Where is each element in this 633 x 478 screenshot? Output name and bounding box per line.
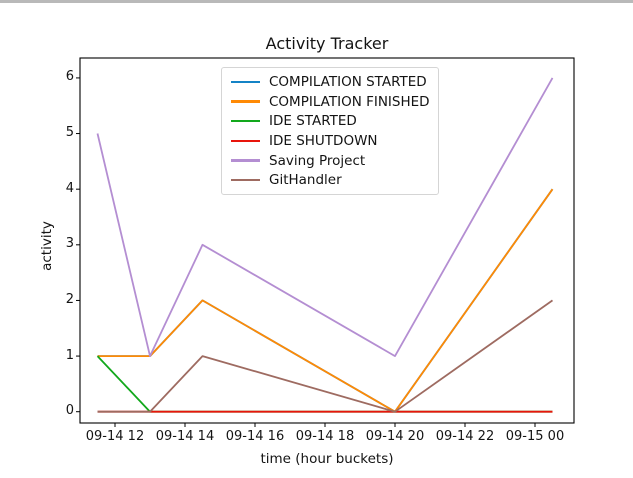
- series-lines: [96, 77, 554, 413]
- x-tick-label: 09-14 22: [435, 429, 495, 444]
- x-tick-label: 09-14 16: [225, 429, 285, 444]
- legend-label: COMPILATION FINISHED: [269, 93, 430, 110]
- legend-label: IDE STARTED: [269, 113, 357, 130]
- y-tick-label: 1: [65, 347, 74, 363]
- y-tick-label: 3: [65, 236, 74, 252]
- legend-line-swatch-icon: [231, 119, 260, 123]
- x-tick-label: 09-14 12: [85, 429, 145, 444]
- window-top-border: [0, 0, 633, 3]
- x-tick-label: 09-14 14: [155, 429, 215, 444]
- y-tick-label: 0: [65, 403, 74, 419]
- legend-entry-ide-started: IDE STARTED: [222, 111, 438, 131]
- legend-entry-compilation-started: COMPILATION STARTED: [222, 72, 438, 92]
- legend-entry-githandler: GitHandler: [222, 170, 438, 190]
- legend-label: IDE SHUTDOWN: [269, 132, 378, 149]
- series-line-saving-project: [96, 77, 554, 358]
- x-tick-label: 09-14 18: [295, 429, 355, 444]
- legend-label: GitHandler: [269, 172, 342, 189]
- x-tick-label: 09-14 20: [365, 429, 425, 444]
- legend-line-swatch-icon: [231, 80, 260, 84]
- y-tick-label: 5: [65, 125, 74, 141]
- series-line-ide-started: [96, 355, 553, 413]
- x-tick-label: 09-15 00: [505, 429, 565, 444]
- legend-label: COMPILATION STARTED: [269, 73, 427, 90]
- series-line-compilation-finished: [97, 188, 554, 413]
- legend-line-swatch-icon: [231, 100, 260, 103]
- chart-title: Activity Tracker: [265, 34, 389, 53]
- y-tick-label: 2: [65, 291, 74, 307]
- axes-spines: [79, 57, 575, 424]
- legend-entry-saving-project: Saving Project: [222, 151, 438, 171]
- legend-box: COMPILATION STARTED COMPILATION FINISHED I…: [221, 67, 439, 195]
- legend-label: Saving Project: [269, 152, 366, 169]
- series-line-githandler: [97, 299, 554, 413]
- series-line-compilation-started: [97, 188, 554, 413]
- y-tick-label: 4: [65, 180, 74, 196]
- legend-line-swatch-icon: [231, 159, 260, 162]
- y-tick-label: 6: [65, 69, 74, 85]
- legend-entry-compilation-finished: COMPILATION FINISHED: [222, 92, 438, 112]
- legend-line-swatch-icon: [231, 139, 260, 143]
- x-axis-label: time (hour buckets): [260, 451, 394, 467]
- legend-line-swatch-icon: [231, 178, 260, 182]
- legend-entry-ide-shutdown: IDE SHUTDOWN: [222, 131, 438, 151]
- axis-tick-marks: [76, 77, 536, 427]
